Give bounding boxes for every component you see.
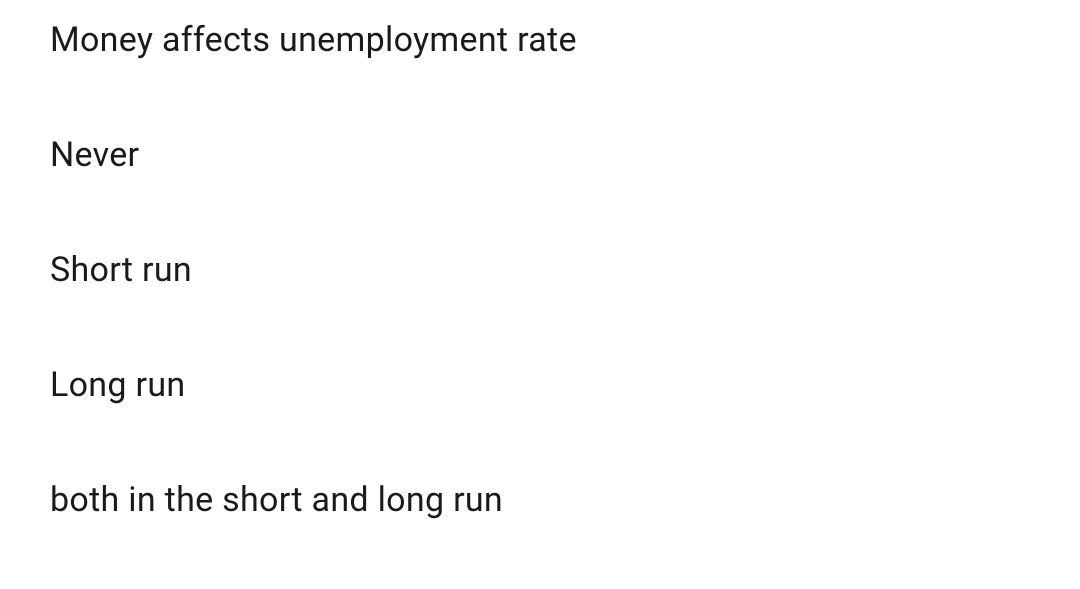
option-4[interactable]: both in the short and long run (50, 480, 1030, 520)
quiz-content: Money affects unemployment rate Never Sh… (50, 20, 1030, 520)
option-1[interactable]: Never (50, 135, 1030, 175)
option-2[interactable]: Short run (50, 250, 1030, 290)
question-text: Money affects unemployment rate (50, 20, 1030, 60)
option-3[interactable]: Long run (50, 365, 1030, 405)
